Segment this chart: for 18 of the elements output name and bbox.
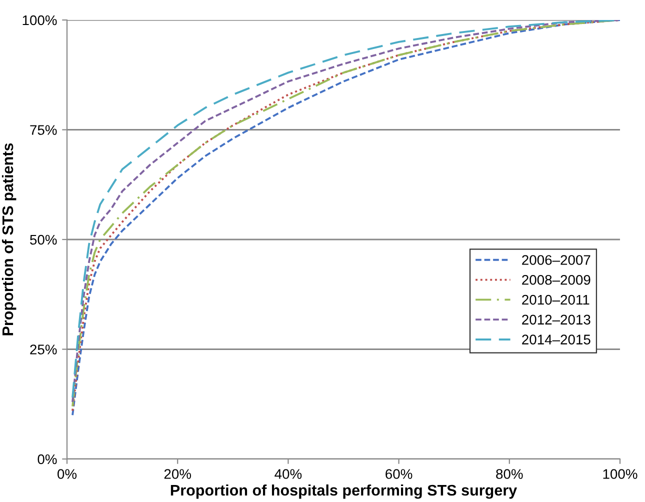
legend-label: 2010–2011: [522, 294, 590, 305]
legend-label: 2006–2007: [522, 255, 590, 265]
y-tick-label: 100%: [22, 15, 57, 26]
x-axis-title: Proportion of hospitals performing STS surgery: [170, 484, 518, 499]
x-tick-label: 80%: [496, 469, 523, 479]
x-tick-label: 100%: [603, 469, 638, 479]
x-tick-label: 60%: [386, 469, 412, 479]
y-axis-title: Proportion of STS patients: [2, 143, 16, 336]
legend-label: 2014–2015: [522, 334, 590, 344]
y-tick-label: 75%: [30, 125, 57, 135]
x-tick-label: 20%: [164, 469, 192, 479]
legend-label: 2008–2009: [522, 274, 590, 285]
legend-label: 2012–2013: [522, 314, 590, 325]
x-tick-label: 40%: [274, 469, 302, 479]
y-tick-label: 50%: [30, 234, 57, 245]
x-tick-label: 0%: [58, 469, 77, 479]
y-tick-label: 0%: [38, 454, 57, 464]
y-tick-label: 25%: [30, 344, 57, 354]
